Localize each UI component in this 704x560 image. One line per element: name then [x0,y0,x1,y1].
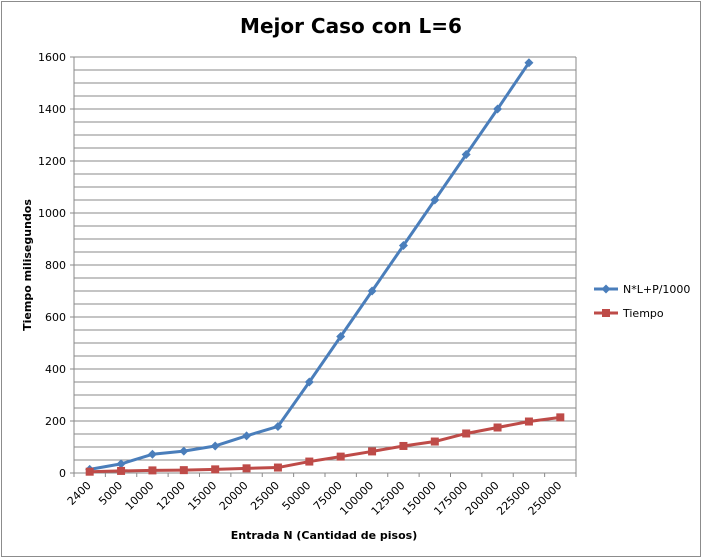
legend-marker [601,284,611,294]
data-point [242,464,251,473]
data-point [368,447,377,456]
data-point [273,421,283,431]
x-tick-label: 225000 [494,479,533,518]
data-point [399,441,408,450]
x-tick-label: 50000 [279,479,313,513]
series-2 [85,413,565,476]
data-point [462,429,471,438]
chart-title: Mejor Caso con L=6 [240,14,462,38]
data-point [556,413,565,422]
data-point [85,467,94,476]
legend-item: N*L+P/1000 [594,283,690,296]
data-point [305,457,314,466]
x-tick-label: 15000 [185,479,219,513]
data-point [148,466,157,475]
data-point [242,431,252,441]
y-tick-label: 1400 [38,103,66,116]
data-point [147,449,157,459]
x-tick-label: 100000 [337,479,376,518]
series-1 [85,58,534,474]
data-point [461,150,471,159]
data-point [116,459,126,469]
y-tick-label: 600 [45,311,66,324]
legend-label: Tiempo [622,307,664,320]
x-tick-label: 20000 [217,479,251,513]
x-axis: 2400 500010000120001500020000250005000075… [65,473,577,518]
y-tick-label: 1600 [38,51,66,64]
x-tick-label: 25000 [248,479,282,513]
data-point [524,58,534,68]
x-tick-label: 12000 [154,479,188,513]
data-point [117,466,126,475]
y-tick-label: 200 [45,415,66,428]
x-tick-label: 5000 [96,479,125,508]
series-group [85,58,565,476]
y-tick-label: 800 [45,259,66,272]
y-axis-title: Tiempo milisegundos [21,199,34,331]
data-point [430,437,439,446]
data-point [398,241,408,250]
y-tick-label: 400 [45,363,66,376]
data-point [273,463,282,472]
x-tick-label: 2400 [65,479,94,508]
gridlines [74,56,576,474]
x-tick-label: 175000 [431,479,470,518]
data-point [367,286,377,296]
x-tick-label: 10000 [123,479,157,513]
y-tick-label: 1200 [38,155,66,168]
legend-marker [602,309,610,317]
data-point [304,377,314,387]
data-point [493,104,503,114]
x-axis-title: Entrada N (Cantidad de pisos) [231,529,417,542]
x-tick-label: 250000 [526,479,565,518]
data-point [493,423,502,432]
data-point [179,446,189,456]
legend-item: Tiempo [594,307,664,320]
data-point [179,466,188,475]
y-tick-label: 0 [59,467,66,480]
series-line [89,415,561,474]
legend: N*L+P/1000 Tiempo [594,283,690,320]
legend-label: N*L+P/1000 [623,283,690,296]
x-tick-label: 125000 [369,479,408,518]
y-axis: 0 200 400 600 800 1000 1200 1400 1600 [38,51,74,480]
data-point [524,417,533,426]
data-point [210,441,220,451]
x-tick-label: 200000 [463,479,502,518]
data-point [430,195,440,205]
y-tick-label: 1000 [38,207,66,220]
x-tick-label: 150000 [400,479,439,518]
data-point [211,465,220,474]
data-point [336,452,345,461]
data-point [336,332,346,341]
